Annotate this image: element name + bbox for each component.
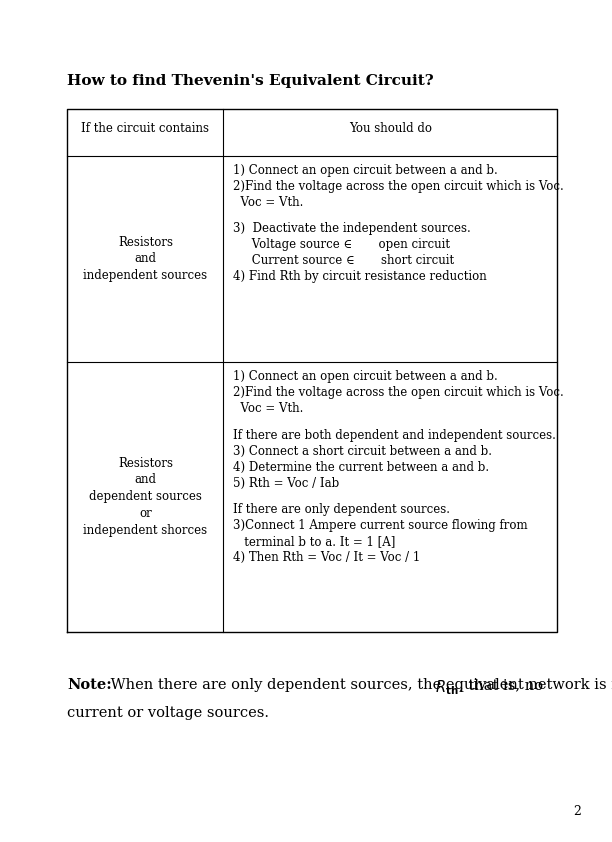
Text: or: or — [139, 507, 152, 520]
Text: dependent sources: dependent sources — [89, 490, 202, 504]
Text: 1) Connect an open circuit between a and b.: 1) Connect an open circuit between a and… — [233, 370, 498, 383]
Text: 3) Connect a short circuit between a and b.: 3) Connect a short circuit between a and… — [233, 445, 491, 457]
Text: If the circuit contains: If the circuit contains — [81, 122, 209, 135]
Text: Voc = Vth.: Voc = Vth. — [233, 196, 303, 209]
Text: You should do: You should do — [349, 122, 431, 135]
Text: 5) Rth = Voc / Iab: 5) Rth = Voc / Iab — [233, 477, 339, 489]
Text: and: and — [135, 253, 156, 265]
Text: 2)Find the voltage across the open circuit which is Voc.: 2)Find the voltage across the open circu… — [233, 180, 563, 193]
Text: If there are both dependent and independent sources.: If there are both dependent and independ… — [233, 429, 556, 441]
Text: 4) Determine the current between a and b.: 4) Determine the current between a and b… — [233, 461, 489, 473]
Text: current or voltage sources.: current or voltage sources. — [67, 706, 269, 720]
Text: How to find Thevenin's Equivalent Circuit?: How to find Thevenin's Equivalent Circui… — [67, 74, 434, 88]
Text: Voc = Vth.: Voc = Vth. — [233, 402, 303, 415]
Text: 3)  Deactivate the independent sources.: 3) Deactivate the independent sources. — [233, 222, 470, 235]
Text: 1) Connect an open circuit between a and b.: 1) Connect an open circuit between a and… — [233, 164, 498, 177]
Text: Current source ∈       short circuit: Current source ∈ short circuit — [233, 254, 453, 267]
Text: , that is, no: , that is, no — [459, 678, 543, 692]
Text: 2: 2 — [573, 806, 581, 818]
Text: independent sources: independent sources — [83, 269, 207, 282]
Text: When there are only dependent sources, the equivalent network is merely: When there are only dependent sources, t… — [106, 678, 612, 692]
Text: Resistors: Resistors — [118, 456, 173, 470]
Text: 3)Connect 1 Ampere current source flowing from: 3)Connect 1 Ampere current source flowin… — [233, 519, 527, 531]
Text: Note:: Note: — [67, 678, 112, 692]
Text: independent shorces: independent shorces — [83, 524, 207, 537]
Text: Resistors: Resistors — [118, 236, 173, 248]
Text: terminal b to a. It = 1 [A]: terminal b to a. It = 1 [A] — [233, 535, 395, 547]
Text: and: and — [135, 473, 156, 487]
Text: 2)Find the voltage across the open circuit which is Voc.: 2)Find the voltage across the open circu… — [233, 386, 563, 399]
Text: 4) Then Rth = Voc / It = Voc / 1: 4) Then Rth = Voc / It = Voc / 1 — [233, 551, 420, 563]
Text: 4) Find Rth by circuit resistance reduction: 4) Find Rth by circuit resistance reduct… — [233, 270, 487, 283]
Text: If there are only dependent sources.: If there are only dependent sources. — [233, 503, 450, 515]
Text: Voltage source ∈       open circuit: Voltage source ∈ open circuit — [233, 238, 450, 251]
Text: $R_{\mathbf{th}}$: $R_{\mathbf{th}}$ — [435, 678, 458, 696]
